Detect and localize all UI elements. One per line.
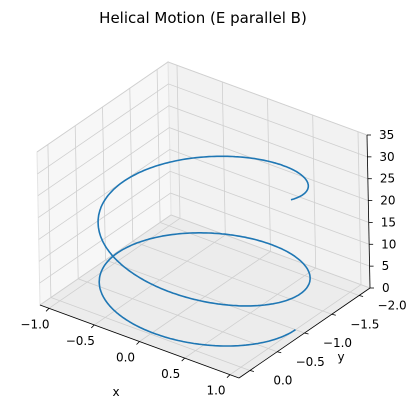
y-tick-mark-3 xyxy=(277,351,282,354)
axes-panes xyxy=(36,61,372,379)
grid-line-z-2 xyxy=(38,170,370,262)
x-tick-label-3: 0.5 xyxy=(161,367,180,381)
z-tick-label-7: 35 xyxy=(379,128,394,142)
y-axis-label: y xyxy=(337,350,344,364)
z-axis-line xyxy=(366,134,371,289)
x-tick-label-0: −1.0 xyxy=(20,317,49,331)
z-tick-label-3: 15 xyxy=(381,215,396,229)
x-tick-mark-0 xyxy=(45,308,50,312)
x-tick-mark-1 xyxy=(90,324,95,329)
y-tick-label-3: −0.5 xyxy=(296,355,325,369)
z-tick-label-0: 0 xyxy=(382,281,390,295)
y-tick-mark-2 xyxy=(304,332,309,335)
grid-line-z-6 xyxy=(37,83,368,175)
y-tick-mark-1 xyxy=(331,313,336,316)
z-tick-label-6: 30 xyxy=(379,150,394,164)
z-tick-label-2: 10 xyxy=(381,237,396,251)
x-tick-mark-3 xyxy=(181,357,186,362)
y-tick-label-4: 0.0 xyxy=(273,374,292,388)
x-tick-mark-2 xyxy=(136,341,140,345)
grid-line-z-1 xyxy=(39,192,370,284)
x-tick-label-2: 0.0 xyxy=(116,351,135,365)
z-tick-label-1: 5 xyxy=(382,259,390,273)
z-tick-label-4: 20 xyxy=(380,194,395,208)
x-tick-mark-4 xyxy=(226,374,231,378)
x-tick-label-4: 1.0 xyxy=(206,384,225,398)
grid-line-z-7 xyxy=(36,61,368,153)
z-tick-label-5: 25 xyxy=(380,172,395,186)
y-tick-label-0: −2.0 xyxy=(378,299,407,313)
x-tick-label-1: −0.5 xyxy=(66,334,95,348)
helix-series xyxy=(97,155,311,347)
helix-line-0 xyxy=(97,155,311,347)
y-tick-label-1: −1.5 xyxy=(350,317,379,331)
y-tick-label-2: −1.0 xyxy=(323,336,352,350)
chart-title: Helical Motion (E parallel B) xyxy=(99,9,307,27)
y-tick-mark-0 xyxy=(358,295,364,297)
y-tick-mark-4 xyxy=(249,370,255,372)
grid-line-z-3 xyxy=(38,148,369,240)
axis-ticks: −1.0 −0.5 0.0 0.5 1.0 −2.0 −1.5 −1.0 −0.5 0.0 0 5 10… xyxy=(20,128,406,398)
x-axis-label: x xyxy=(112,385,119,399)
grid-line-z-5 xyxy=(37,105,369,197)
